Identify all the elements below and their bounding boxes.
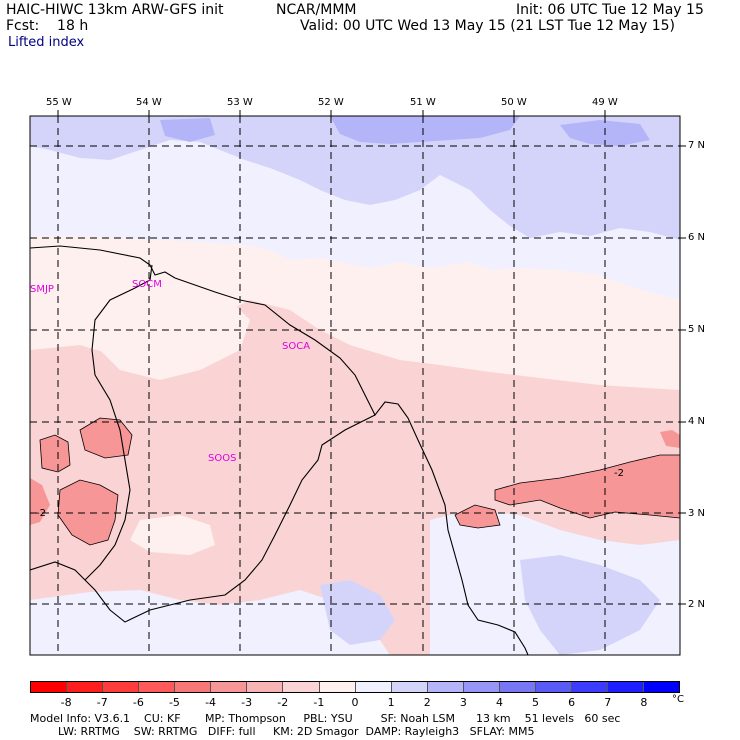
colorbar-tick-label: 8 <box>640 696 648 709</box>
coastline <box>30 245 529 655</box>
shade-minus2-west-b <box>39 434 71 473</box>
colorbar-swatch <box>463 682 500 692</box>
border-suriname-french-guiana <box>84 414 376 623</box>
lon-label-52w: 52 W <box>318 97 344 108</box>
shade-minus2-east-small <box>454 504 501 529</box>
lon-label-50w: 50 W <box>501 97 527 108</box>
shade-blue-southeast <box>520 555 660 655</box>
lat-label-3n: 3 N <box>688 508 706 519</box>
shade-near-zero-interior <box>90 290 250 380</box>
station-soca: SOCA <box>282 341 311 352</box>
shade-minus2-west-c <box>57 479 119 546</box>
colorbar-swatch <box>67 682 104 692</box>
colorbar-swatch <box>139 682 176 692</box>
colorbar-tick-label: -3 <box>241 696 253 709</box>
lat-label-5n: 5 N <box>688 324 706 335</box>
valid-time: Valid: 00 UTC Wed 13 May 15 (21 LST Tue … <box>300 18 675 34</box>
lon-label-51w: 51 W <box>410 97 436 108</box>
model-title: HAIC-HIWC 13km ARW-GFS init <box>6 2 224 18</box>
colorbar-tick-label: 1 <box>387 696 395 709</box>
init-time: Init: 06 UTC Tue 12 May 15 <box>516 2 704 18</box>
shade-blue-south <box>320 580 395 645</box>
graticule <box>30 116 680 655</box>
colorbar-swatch <box>427 682 464 692</box>
colorbar-tick-label: 0 <box>351 696 359 709</box>
colorbar-swatch <box>391 682 428 692</box>
colorbar-tick-label: -1 <box>313 696 325 709</box>
colorbar-swatch <box>103 682 140 692</box>
colorbar-swatch <box>644 682 680 692</box>
colorbar <box>30 681 680 693</box>
colorbar-tick-label: -2 <box>277 696 289 709</box>
shade-minus2-east-edge <box>660 430 680 448</box>
colorbar-tick-label: -6 <box>132 696 144 709</box>
contour-label-east: -2 <box>614 468 624 479</box>
lat-label-6n: 6 N <box>688 232 706 243</box>
colorbar-swatch <box>175 682 212 692</box>
colorbar-swatch <box>355 682 392 692</box>
lat-label-4n: 4 N <box>688 416 706 427</box>
colorbar-tick-label: -7 <box>96 696 108 709</box>
colorbar-tick-label: 6 <box>568 696 576 709</box>
colorbar-swatch <box>535 682 572 692</box>
border-suriname-guyana <box>30 264 153 581</box>
shade-blue-northwest <box>160 118 215 142</box>
colorbar-tick-label: -8 <box>60 696 72 709</box>
lon-label-49w: 49 W <box>592 97 618 108</box>
lon-label-53w: 53 W <box>227 97 253 108</box>
map-frame <box>29 115 681 656</box>
tick-marks <box>57 110 686 605</box>
colorbar-tick-label: -5 <box>168 696 180 709</box>
colorbar-tick-label: 3 <box>459 696 467 709</box>
colorbar-tick-label: 4 <box>495 696 503 709</box>
station-socm: SOCM <box>132 279 162 290</box>
colorbar-swatch <box>608 682 645 692</box>
station-smjp: SMJP <box>30 284 54 295</box>
colorbar-swatch <box>283 682 320 692</box>
lat-label-2n: 2 N <box>688 599 706 610</box>
colorbar-tick-label: 2 <box>423 696 431 709</box>
colorbar-swatch <box>499 682 536 692</box>
colorbar-swatch <box>247 682 284 692</box>
colorbar-swatch <box>319 682 356 692</box>
shade-blue-north-core <box>330 116 520 144</box>
field-name: Lifted index <box>8 35 85 50</box>
colorbar-unit: °C <box>672 694 684 705</box>
footer-model-info-2: LW: RRTMG SW: RRTMG DIFF: full KM: 2D Sm… <box>30 725 535 738</box>
colorbar-tick-label: -4 <box>205 696 217 709</box>
colorbar-tick-label: 5 <box>532 696 540 709</box>
colorbar-tick-label: 7 <box>604 696 612 709</box>
footer-model-info-1: Model Info: V3.6.1 CU: KF MP: Thompson P… <box>30 712 621 725</box>
shade-blue-north <box>30 116 680 240</box>
colorbar-swatch <box>31 682 68 692</box>
shade-near-zero-south <box>130 515 215 555</box>
shade-minus2-east <box>494 454 680 519</box>
shade-light-blue-southwest <box>30 590 390 655</box>
colorbar-swatch <box>211 682 248 692</box>
colorbar-swatch <box>571 682 608 692</box>
lat-label-7n: 7 N <box>688 140 706 151</box>
contour-label-west: -2 <box>36 508 46 519</box>
organization-label: NCAR/MMM <box>276 2 357 18</box>
lon-label-54w: 54 W <box>136 97 162 108</box>
station-soos: SOOS <box>208 453 237 464</box>
forecast-hour: Fcst: 18 h <box>6 18 89 34</box>
lon-label-55w: 55 W <box>46 97 72 108</box>
